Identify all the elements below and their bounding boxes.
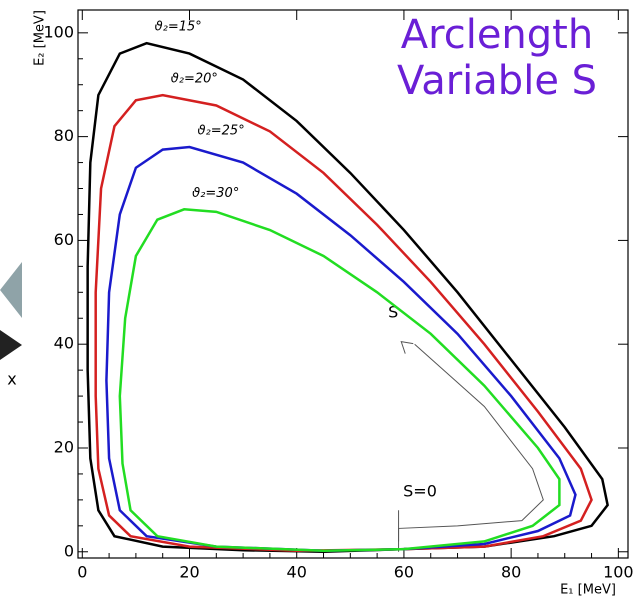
y-tick-label: 80 <box>54 126 74 145</box>
side-graphic <box>0 262 22 318</box>
side-graphic <box>0 330 22 360</box>
chart-title: Arclength Variable S <box>396 12 598 104</box>
annotation: S=0 <box>403 482 437 501</box>
arc-arrow <box>398 343 544 542</box>
series-label: ϑ₂=25° <box>198 124 245 139</box>
x-tick-label: 80 <box>501 563 521 582</box>
x-tick-label: 100 <box>603 563 634 582</box>
series-label: ϑ₂=15° <box>155 20 202 35</box>
series-line <box>118 208 561 552</box>
series-label: ϑ₂=30° <box>192 186 239 201</box>
series-line <box>105 145 577 552</box>
y-tick-label: 20 <box>54 437 74 456</box>
x-tick-label: 60 <box>394 563 414 582</box>
series-line <box>94 93 593 552</box>
annotation: S <box>388 303 398 322</box>
series-label: ϑ₂=20° <box>171 72 218 87</box>
arrow-head <box>400 340 414 354</box>
y-tick-label: 100 <box>43 22 74 41</box>
side-label: x <box>7 370 16 389</box>
x-tick-label: 20 <box>179 563 199 582</box>
y-axis-label: E₂ [MeV] <box>33 10 48 66</box>
series-line <box>86 41 609 554</box>
x-axis-label: E₁ [MeV] <box>560 583 616 598</box>
x-tick-label: 40 <box>287 563 307 582</box>
y-tick-label: 40 <box>54 334 74 353</box>
y-tick-label: 0 <box>64 541 74 560</box>
x-tick-label: 0 <box>77 563 87 582</box>
plot-frame <box>77 9 629 559</box>
y-tick-label: 60 <box>54 230 74 249</box>
